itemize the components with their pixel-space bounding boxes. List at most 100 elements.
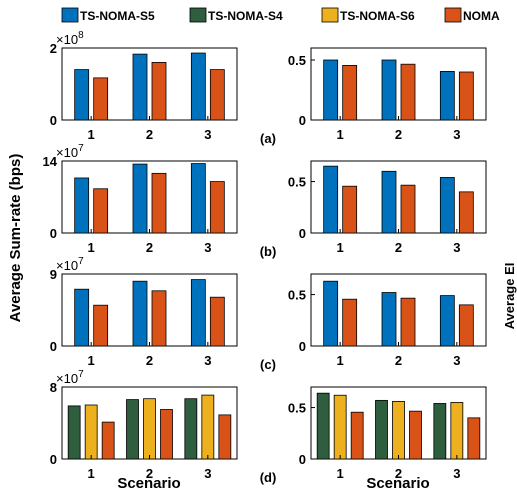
bar-noma-3 xyxy=(458,304,474,347)
bar-noma-1 xyxy=(101,421,115,460)
x-tick-label: 1 xyxy=(88,466,95,481)
y-tick-label: 2 xyxy=(50,41,57,56)
bar-noma-1 xyxy=(342,65,358,121)
y-tick-label: 0 xyxy=(50,226,57,241)
bar-ts-noma-s6-2 xyxy=(143,398,156,460)
bar-noma-1 xyxy=(93,77,109,121)
y-tick-label: 8 xyxy=(50,380,57,395)
y-tick-label: 0 xyxy=(50,113,57,128)
bar-ts-noma-s5-3 xyxy=(439,177,455,234)
x-tick-label: 2 xyxy=(146,466,153,481)
x-tick-label: 3 xyxy=(453,466,460,481)
bar-noma-1 xyxy=(93,188,109,234)
exponent-label: ×107 xyxy=(56,143,84,160)
legend-swatch xyxy=(321,7,339,23)
x-tick-label: 3 xyxy=(204,466,211,481)
xlabel-right: Scenario xyxy=(366,475,429,492)
x-tick-label: 1 xyxy=(337,353,344,368)
x-tick-label: 1 xyxy=(88,353,95,368)
xlabel-left: Scenario xyxy=(117,475,180,492)
x-tick-label: 1 xyxy=(337,240,344,255)
bar-ts-noma-s6-3 xyxy=(450,402,464,460)
x-tick-label: 2 xyxy=(395,127,402,142)
legend-item: NOMA xyxy=(444,7,500,23)
x-tick-label: 1 xyxy=(88,127,95,142)
exponent-label: ×107 xyxy=(56,369,84,386)
bar-ts-noma-s5-3 xyxy=(190,52,206,121)
bar-noma-2 xyxy=(151,290,167,347)
x-tick-label: 3 xyxy=(204,127,211,142)
bar-ts-noma-s5-1 xyxy=(74,177,90,234)
bar-ts-noma-s5-1 xyxy=(323,165,339,234)
y-tick-label: 0.5 xyxy=(288,288,306,303)
x-tick-label: 1 xyxy=(337,466,344,481)
bar-ts-noma-s6-1 xyxy=(84,404,98,460)
bar-ts-noma-s5-2 xyxy=(132,163,148,234)
exponent-label: ×108 xyxy=(56,30,84,47)
bar-noma-1 xyxy=(350,411,364,460)
x-tick-label: 2 xyxy=(146,240,153,255)
bar-ts-noma-s5-1 xyxy=(323,280,339,347)
x-tick-label: 2 xyxy=(146,127,153,142)
bar-noma-2 xyxy=(151,62,167,121)
x-tick-label: 2 xyxy=(395,466,402,481)
bar-ts-noma-s4-3 xyxy=(433,403,447,460)
x-tick-label: 2 xyxy=(146,353,153,368)
bar-ts-noma-s4-1 xyxy=(316,392,330,460)
bar-noma-3 xyxy=(209,181,225,234)
subplot-sumrate-3: 0 9×107 1 2 3 xyxy=(50,256,238,368)
bar-ts-noma-s5-3 xyxy=(439,71,455,121)
y-tick-label: 0.5 xyxy=(288,401,306,416)
bar-ts-noma-s6-1 xyxy=(333,394,347,460)
y-tick-label: 0 xyxy=(299,113,306,128)
bar-ts-noma-s6-3 xyxy=(201,394,215,460)
bar-noma-3 xyxy=(458,71,474,121)
bar-ts-noma-s5-1 xyxy=(323,59,339,121)
y-tick-label: 0 xyxy=(299,452,306,467)
legend-item: TS-NOMA-S6 xyxy=(321,7,415,23)
bar-ts-noma-s4-1 xyxy=(67,405,81,460)
bar-noma-3 xyxy=(218,414,232,460)
legend-swatch xyxy=(189,7,207,23)
x-tick-label: 2 xyxy=(395,240,402,255)
bar-noma-1 xyxy=(342,298,358,347)
y-tick-label: 0 xyxy=(50,452,57,467)
x-tick-label: 1 xyxy=(337,127,344,142)
bar-noma-2 xyxy=(409,410,422,460)
y-tick-label: 9 xyxy=(50,267,57,282)
bar-noma-2 xyxy=(160,409,173,460)
subplot-ee-3: 0 0.5 1 2 3 xyxy=(288,273,487,368)
legend-label: NOMA xyxy=(463,9,500,23)
subplot-ee-1: 0 0.5 1 2 3 xyxy=(288,47,487,142)
bar-ts-noma-s5-2 xyxy=(381,59,397,121)
bar-ts-noma-s5-2 xyxy=(132,53,148,121)
y-tick-label: 0.5 xyxy=(288,175,306,190)
panel-tag-c: (c) xyxy=(260,357,276,372)
subplot-ee-4: 0 0.5 1 2 3 xyxy=(288,386,487,481)
legend-item: TS-NOMA-S4 xyxy=(189,7,283,23)
bar-ts-noma-s5-3 xyxy=(190,279,206,347)
bar-noma-1 xyxy=(342,185,358,234)
y-tick-label: 14 xyxy=(43,154,58,169)
legend-label: TS-NOMA-S5 xyxy=(80,9,155,23)
bar-noma-1 xyxy=(93,304,109,347)
subplot-ee-2: 0 0.5 1 2 3 xyxy=(288,160,487,255)
bar-ts-noma-s5-1 xyxy=(74,288,90,347)
bar-noma-3 xyxy=(209,69,225,121)
x-tick-label: 2 xyxy=(395,353,402,368)
left-ylabel: Average Sum-rate (bps) xyxy=(7,154,24,323)
panel-tag-a: (a) xyxy=(260,131,276,146)
subplot-sumrate-4: 0 8×107 1 2 3 xyxy=(50,369,238,481)
bar-noma-3 xyxy=(209,296,225,347)
x-tick-label: 3 xyxy=(453,353,460,368)
x-tick-label: 3 xyxy=(453,127,460,142)
bar-ts-noma-s4-2 xyxy=(126,399,139,460)
y-tick-label: 0 xyxy=(299,339,306,354)
bar-ts-noma-s5-3 xyxy=(439,295,455,347)
x-tick-label: 3 xyxy=(204,240,211,255)
subplot-sumrate-2: 0 14×107 1 2 3 xyxy=(43,143,238,255)
bar-ts-noma-s5-3 xyxy=(190,163,206,234)
bar-noma-3 xyxy=(467,417,481,460)
